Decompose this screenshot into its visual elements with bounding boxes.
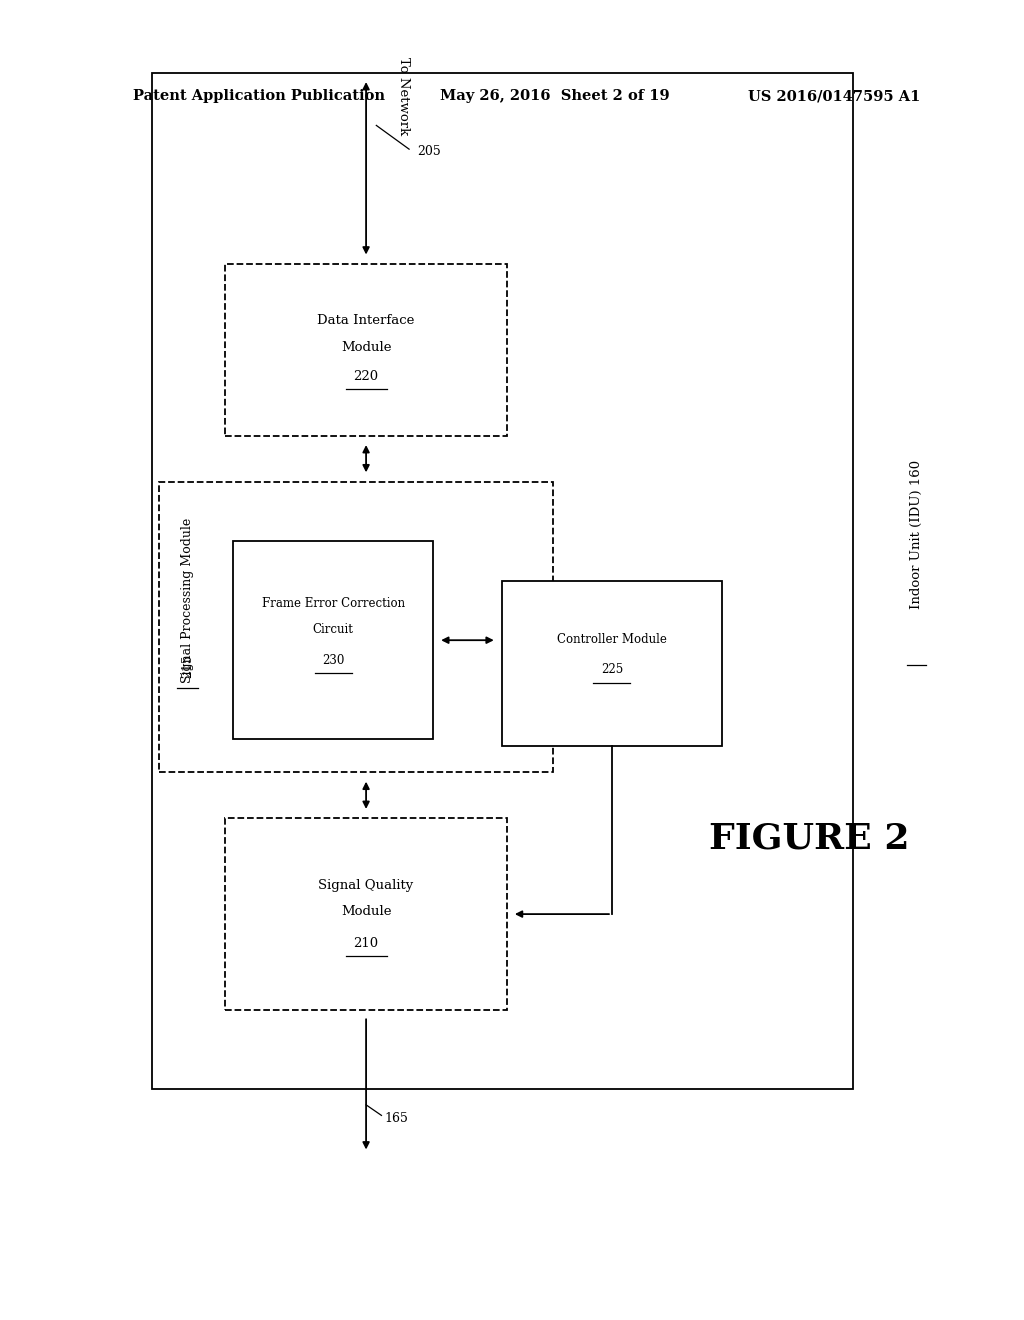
Text: Module: Module [341,906,391,917]
Bar [502,581,722,746]
Text: Signal Processing Module: Signal Processing Module [181,517,194,684]
Text: 205: 205 [418,145,441,158]
Text: 215: 215 [181,655,194,678]
Text: To Network: To Network [397,57,410,136]
Bar [159,482,553,772]
Bar [225,264,507,436]
Text: 225: 225 [601,664,623,676]
Bar [233,541,433,739]
Text: Signal Quality: Signal Quality [318,879,414,891]
Text: Data Interface: Data Interface [317,314,415,327]
Text: 230: 230 [323,653,344,667]
Bar [225,818,507,1010]
Text: FIGURE 2: FIGURE 2 [709,821,909,855]
Text: Controller Module: Controller Module [557,634,667,645]
Text: Frame Error Correction: Frame Error Correction [262,597,404,610]
Text: 220: 220 [353,370,379,383]
Text: Circuit: Circuit [313,623,353,636]
Bar [152,73,853,1089]
Text: Patent Application Publication: Patent Application Publication [133,90,385,103]
Text: 210: 210 [353,937,379,949]
Text: May 26, 2016  Sheet 2 of 19: May 26, 2016 Sheet 2 of 19 [440,90,670,103]
Text: US 2016/0147595 A1: US 2016/0147595 A1 [748,90,920,103]
Text: Indoor Unit (IDU) 160: Indoor Unit (IDU) 160 [910,461,923,609]
Text: Module: Module [341,341,391,354]
Text: 165: 165 [385,1111,409,1125]
